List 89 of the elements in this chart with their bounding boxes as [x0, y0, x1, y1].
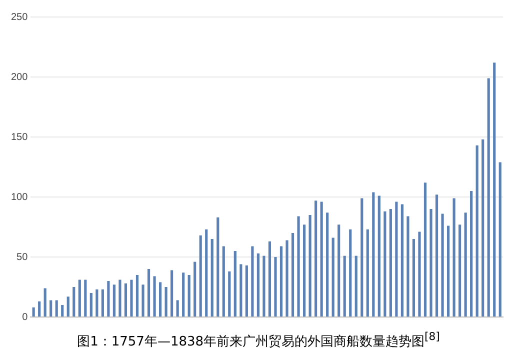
bar	[256, 253, 260, 316]
bar	[424, 182, 427, 316]
bar	[366, 229, 369, 316]
bar	[96, 289, 98, 316]
bar	[354, 256, 358, 316]
y-tick-label: 100	[10, 192, 28, 203]
text: 图1：1757年—1838年前来广州贸易的外国商船数量趋势图$^{[8]}$	[76, 330, 441, 350]
bar	[326, 212, 329, 316]
bar	[112, 284, 116, 316]
bar	[458, 224, 462, 316]
bar	[280, 246, 283, 316]
y-tick-label: 200	[10, 72, 28, 83]
bar	[101, 289, 104, 316]
bar	[90, 293, 92, 316]
bar	[332, 238, 334, 316]
bar	[78, 280, 81, 316]
bar	[251, 246, 254, 316]
bar	[182, 272, 185, 316]
bar	[107, 281, 110, 316]
bar	[395, 202, 398, 316]
bar	[412, 239, 416, 316]
y-tick-label: 150	[10, 132, 28, 143]
bar	[245, 265, 248, 316]
bar	[372, 192, 375, 316]
bar	[349, 229, 352, 316]
y-tick-label: 0	[22, 312, 28, 323]
bar	[240, 264, 242, 316]
bar	[38, 301, 41, 316]
bar	[153, 276, 156, 316]
bar	[274, 257, 277, 316]
bar	[124, 283, 128, 316]
bar	[302, 224, 306, 316]
bar	[487, 78, 490, 316]
bar	[441, 214, 444, 316]
bar	[435, 194, 438, 316]
bar	[176, 300, 179, 316]
bar	[142, 284, 144, 316]
y-tick-label: 250	[10, 12, 28, 23]
bar	[164, 287, 168, 316]
bar	[44, 288, 46, 316]
bar	[262, 256, 266, 316]
bar	[389, 209, 392, 316]
bar	[61, 305, 64, 316]
bar	[338, 224, 340, 316]
bar	[130, 280, 133, 316]
bar	[400, 204, 404, 316]
bar	[291, 233, 294, 316]
bar	[32, 307, 35, 316]
bar	[205, 229, 208, 316]
bar	[147, 269, 150, 316]
bar	[84, 280, 87, 316]
bar	[170, 270, 174, 316]
bar	[406, 216, 410, 316]
bar	[482, 139, 484, 316]
bar	[286, 240, 288, 316]
bar	[268, 241, 272, 316]
bar	[188, 275, 190, 316]
bar	[476, 145, 478, 316]
bar	[493, 62, 496, 316]
bar	[158, 282, 162, 316]
y-tick-label: 50	[16, 252, 28, 263]
bar	[320, 202, 323, 316]
bar	[384, 211, 386, 316]
bar	[297, 216, 300, 316]
bar	[199, 235, 202, 316]
bar	[216, 217, 220, 316]
bar	[66, 296, 70, 316]
bar	[378, 196, 380, 316]
bar	[343, 256, 346, 316]
bar	[234, 251, 236, 316]
bar	[228, 271, 231, 316]
bar	[430, 209, 432, 316]
bar	[55, 300, 58, 316]
bar	[194, 262, 196, 316]
bar	[498, 162, 502, 316]
bar	[222, 246, 225, 316]
bar	[136, 275, 139, 316]
bar	[418, 232, 421, 316]
bar	[50, 300, 52, 316]
bar	[314, 200, 318, 316]
bar	[452, 198, 456, 316]
bar	[464, 212, 467, 316]
bar	[72, 287, 76, 316]
bar	[210, 239, 214, 316]
bar	[470, 191, 473, 316]
bar	[446, 226, 450, 316]
bar	[360, 198, 364, 316]
bar	[118, 280, 122, 316]
bar	[308, 215, 312, 316]
